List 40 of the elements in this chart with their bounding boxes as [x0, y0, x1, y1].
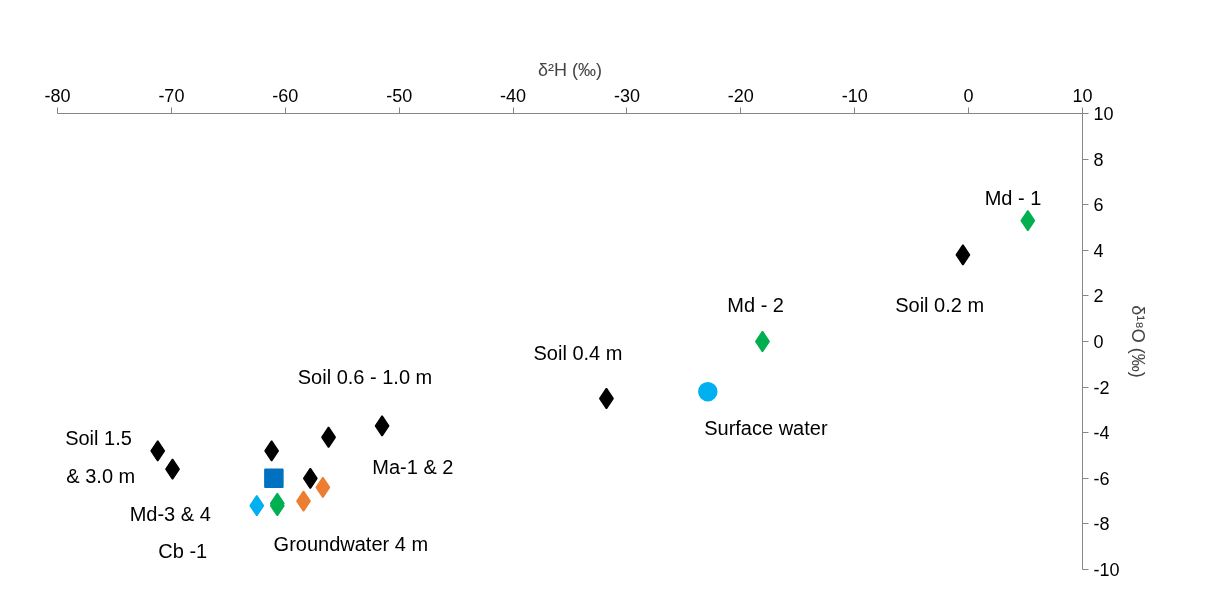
point	[955, 244, 971, 266]
y-tick-label: 0	[1093, 332, 1104, 352]
annotation: Ma-1 & 2	[372, 455, 454, 478]
x-tick-label: -60	[272, 85, 299, 106]
annotation: Cb -1	[158, 540, 208, 563]
x-tick-label: -80	[44, 85, 71, 106]
y-tick-label: 2	[1093, 286, 1104, 307]
annotation: Md-3 & 4	[129, 502, 211, 525]
annotation: Md - 1	[984, 186, 1042, 209]
y-tick-label: 4	[1093, 240, 1104, 261]
y-tick-label: -8	[1093, 514, 1110, 535]
x-tick-label: -10	[841, 85, 868, 106]
x-tick-label: -40	[500, 85, 527, 106]
x-tick-label: -50	[386, 85, 413, 106]
x-tick-label: -20	[727, 85, 754, 106]
annotation: & 3.0 m	[66, 465, 136, 488]
point	[264, 468, 284, 489]
x-tick-label: 0	[963, 85, 974, 106]
annotation: Soil 1.5	[65, 427, 132, 450]
x-axis-title: δ²H (‰)	[538, 59, 603, 80]
y-tick-label: -4	[1093, 423, 1110, 444]
annotation: Groundwater 4 m	[273, 533, 429, 556]
annotation: Md - 2	[727, 294, 784, 317]
point	[150, 440, 166, 462]
y-tick-label: 10	[1093, 104, 1114, 124]
y-axis-title: δ¹⁸O (‰)	[1127, 305, 1148, 378]
annotation: Soil 0.2 m	[895, 294, 985, 317]
x-tick-label: -30	[613, 85, 640, 106]
y-tick-label: -6	[1093, 468, 1110, 489]
y-tick-label: 6	[1093, 195, 1104, 216]
annotation: Soil 0.4 m	[533, 341, 623, 364]
annotation: Surface water	[704, 417, 828, 440]
y-tick-label: -2	[1093, 377, 1110, 398]
point	[264, 440, 280, 462]
annotation: Soil 0.6 - 1.0 m	[297, 365, 433, 388]
point	[374, 415, 390, 437]
y-tick-label: 8	[1093, 149, 1104, 170]
x-tick-label: -70	[158, 85, 185, 106]
y-tick-label: -10	[1093, 560, 1120, 580]
point	[698, 381, 718, 402]
